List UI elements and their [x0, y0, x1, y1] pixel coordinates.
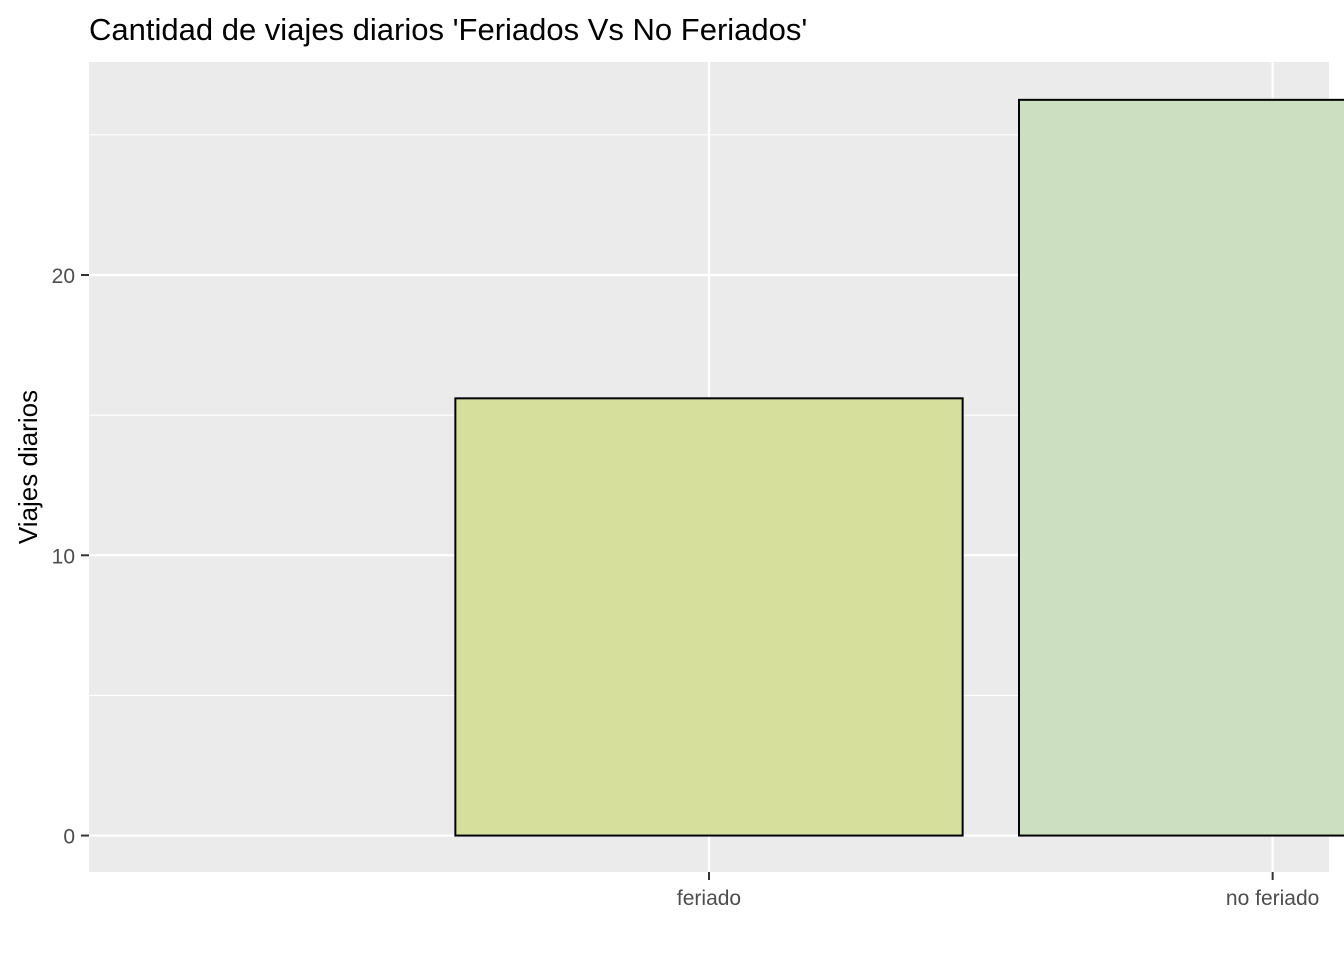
x-tick-label: feriado [677, 887, 741, 910]
bar-feriado [454, 397, 964, 837]
bar-no-feriado [1018, 98, 1344, 837]
y-tick-label: 20 [52, 265, 75, 288]
y-axis-title: Viajes diarios [13, 390, 43, 544]
y-tick-label: 10 [52, 545, 75, 568]
x-axis: feriado no feriado [677, 872, 1319, 910]
x-tick-label: no feriado [1226, 887, 1319, 910]
bars-group [454, 98, 1344, 837]
y-axis: 0 10 20 [52, 265, 89, 849]
y-tick-label: 0 [63, 826, 75, 849]
chart-title: Cantidad de viajes diarios 'Feriados Vs … [89, 12, 807, 47]
